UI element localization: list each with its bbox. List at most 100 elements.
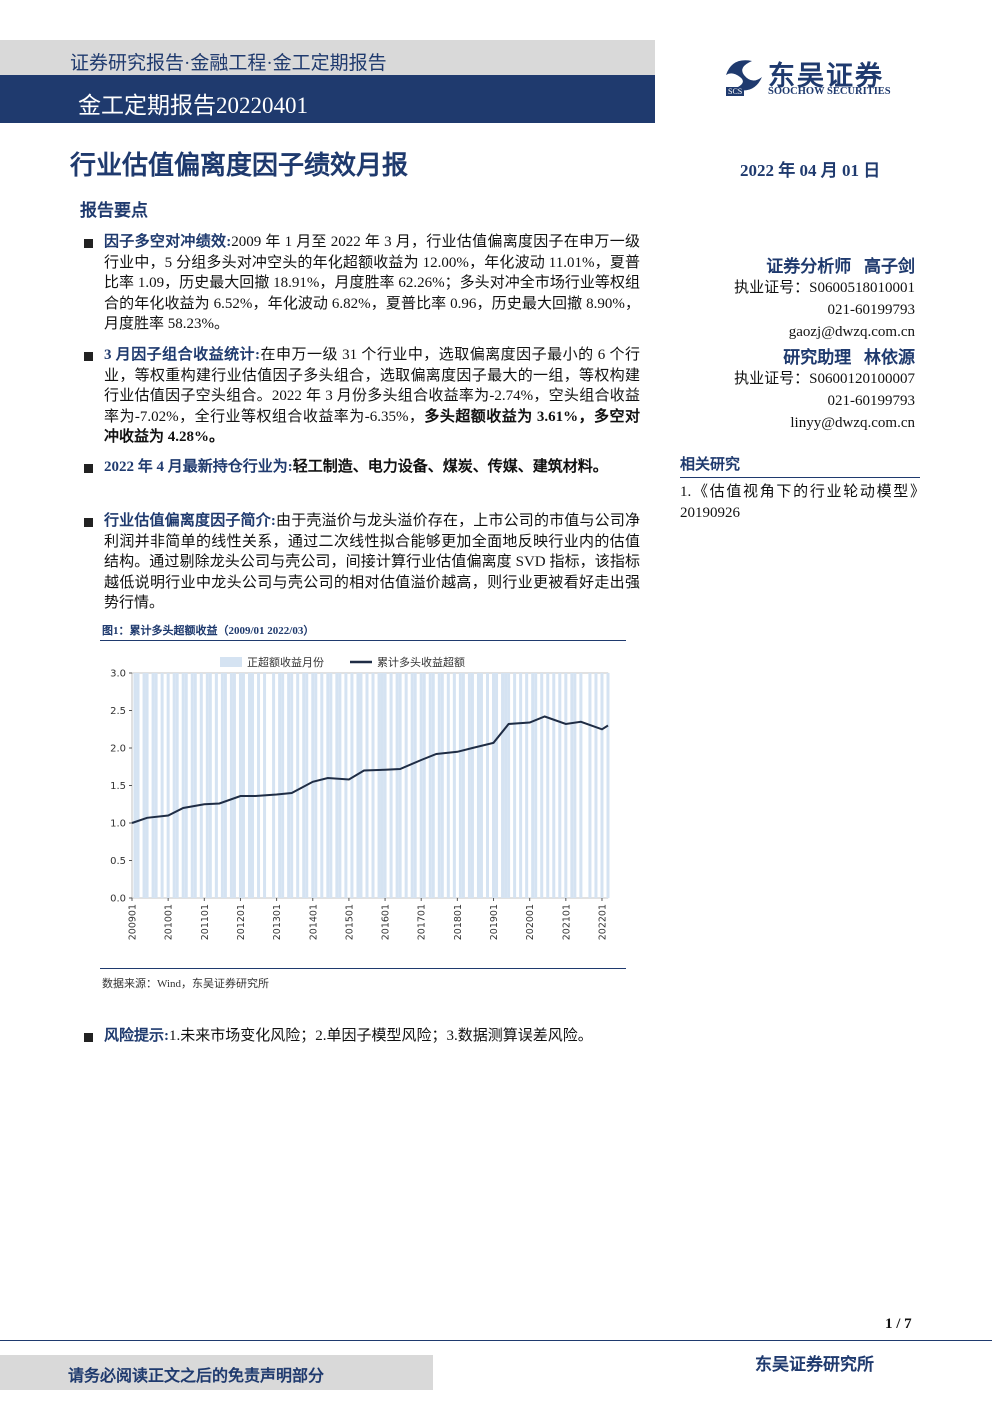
positive-month-band bbox=[398, 673, 402, 898]
positive-month-band bbox=[133, 673, 137, 898]
risk-text: 1.未来市场变化风险；2.单因子模型风险；3.数据测算误差风险。 bbox=[169, 1028, 593, 1044]
x-tick-label: 201901 bbox=[489, 904, 500, 940]
positive-month-band bbox=[251, 673, 255, 898]
positive-month-band bbox=[501, 673, 505, 898]
page-number: 1 / 7 bbox=[885, 1316, 912, 1332]
bullet-icon bbox=[84, 518, 93, 527]
bullet-label: 3 月因子组合收益统计: bbox=[104, 347, 261, 363]
positive-month-band bbox=[458, 673, 462, 898]
positive-month-band bbox=[594, 673, 598, 898]
positive-month-band bbox=[507, 673, 511, 898]
positive-month-band bbox=[263, 673, 267, 898]
figure-source: 数据来源：Wind，东吴证券研究所 bbox=[102, 978, 269, 990]
positive-month-band bbox=[320, 673, 324, 898]
positive-month-band bbox=[344, 673, 348, 898]
bullet-label: 2022 年 4 月最新持仓行业为: bbox=[104, 459, 293, 475]
positive-month-band bbox=[145, 673, 149, 898]
positive-month-band bbox=[395, 673, 399, 898]
summary-heading: 报告要点 bbox=[80, 201, 148, 220]
positive-month-band bbox=[413, 673, 417, 898]
positive-month-band bbox=[479, 673, 483, 898]
y-tick-label: 1.0 bbox=[110, 819, 126, 830]
positive-month-band bbox=[290, 673, 294, 898]
header-series: 证券研究报告·金融工程·金工定期报告 bbox=[70, 53, 387, 74]
positive-month-band bbox=[257, 673, 261, 898]
positive-month-band bbox=[281, 673, 285, 898]
y-tick-label: 2.0 bbox=[110, 744, 126, 755]
y-tick-label: 3.0 bbox=[110, 669, 126, 680]
bullet-icon bbox=[84, 1033, 93, 1042]
logo-name: 东吴证券 bbox=[768, 61, 884, 91]
positive-month-band bbox=[419, 673, 423, 898]
y-tick-label: 2.5 bbox=[110, 706, 126, 717]
chart: 0.0 0.5 1.0 1.5 2.0 2.5 3.0 200901 201001 201101 2… bbox=[110, 655, 610, 940]
bullet: 3 月因子组合收益统计:在申万一级 31 个行业中，选取偏离度因子最小的 6 个… bbox=[104, 345, 640, 448]
positive-month-band bbox=[208, 673, 212, 898]
positive-month-band bbox=[154, 673, 158, 898]
positive-month-band bbox=[573, 673, 577, 898]
bullet: 因子多空对冲绩效:2009 年 1 月至 2022 年 3 月，行业估值偏离度因… bbox=[104, 232, 640, 335]
positive-month-band bbox=[588, 673, 592, 898]
positive-month-band bbox=[356, 673, 360, 898]
bullet-icon bbox=[84, 239, 93, 248]
header-report: 金工定期报告20220401 bbox=[78, 93, 308, 118]
x-tick-label: 201001 bbox=[164, 904, 175, 940]
legend-label: 累计多头收益超额 bbox=[377, 655, 465, 669]
logo-mark: SCS bbox=[726, 87, 745, 96]
positive-month-band bbox=[377, 673, 381, 898]
positive-month-band bbox=[278, 673, 282, 898]
figure-title: 图1：累计多头超额收益（2009/01 2022/03） bbox=[102, 625, 315, 637]
positive-month-band bbox=[311, 673, 315, 898]
positive-month-band bbox=[446, 673, 450, 898]
positive-month-band bbox=[229, 673, 233, 898]
x-tick-label: 201101 bbox=[200, 904, 211, 940]
positive-month-band bbox=[531, 673, 535, 898]
line bbox=[131, 715, 609, 824]
positive-month-band bbox=[214, 673, 218, 898]
institute: 东吴证券研究所 bbox=[755, 1355, 874, 1374]
footer-band bbox=[0, 1355, 433, 1390]
analyst-license: 执业证号：S0600518010001 bbox=[734, 280, 915, 296]
positive-month-band bbox=[540, 673, 544, 898]
logo-name-en: SOOCHOW SECURITIES bbox=[768, 86, 891, 97]
positive-month-band bbox=[359, 673, 363, 898]
analyst-name: 高子剑 bbox=[864, 257, 915, 276]
positive-month-band bbox=[184, 673, 188, 898]
bullet: 2022 年 4 月最新持仓行业为:轻工制造、电力设备、煤炭、传媒、建筑材料。 bbox=[104, 457, 640, 478]
bullet-bold: 轻工制造、电力设备、煤炭、传媒、建筑材料。 bbox=[292, 459, 608, 475]
header-bar bbox=[0, 75, 655, 123]
footer-rule bbox=[0, 1340, 992, 1341]
disclaimer: 请务必阅读正文之后的免责声明部分 bbox=[68, 1368, 325, 1385]
analyst-title: 研究助理 林依源 bbox=[690, 343, 915, 368]
analyst-role: 证券分析师 bbox=[766, 257, 852, 276]
positive-month-band bbox=[564, 673, 568, 898]
x-tick-label: 201701 bbox=[417, 904, 428, 940]
positive-month-band bbox=[338, 673, 342, 898]
logo-icon bbox=[726, 60, 762, 91]
bullet-icon bbox=[84, 352, 93, 361]
related-rule bbox=[680, 477, 920, 478]
analyst-phone: 021-60199793 bbox=[827, 302, 916, 318]
positive-month-band bbox=[136, 673, 140, 898]
positive-month-band bbox=[326, 673, 330, 898]
positive-month-band bbox=[606, 673, 610, 898]
figure-rule bbox=[100, 968, 626, 969]
analyst-license: 执业证号：S0600120100007 bbox=[734, 371, 915, 387]
analyst-role: 研究助理 bbox=[783, 348, 852, 367]
positive-month-band bbox=[546, 673, 550, 898]
positive-month-band bbox=[428, 673, 432, 898]
positive-month-band bbox=[525, 673, 529, 898]
positive-month-band bbox=[314, 673, 318, 898]
legend-label: 正超额收益月份 bbox=[247, 655, 324, 669]
positive-month-band bbox=[431, 673, 435, 898]
x-tick-label: 202201 bbox=[597, 904, 608, 940]
positive-month-band bbox=[365, 673, 369, 898]
x-tick-label: 201601 bbox=[381, 904, 392, 940]
positive-month-band bbox=[495, 673, 499, 898]
positive-month-band bbox=[513, 673, 517, 898]
positive-month-band bbox=[389, 673, 393, 898]
positive-month-band bbox=[238, 673, 242, 898]
positive-month-band bbox=[579, 673, 583, 898]
legend-swatch bbox=[220, 657, 242, 667]
